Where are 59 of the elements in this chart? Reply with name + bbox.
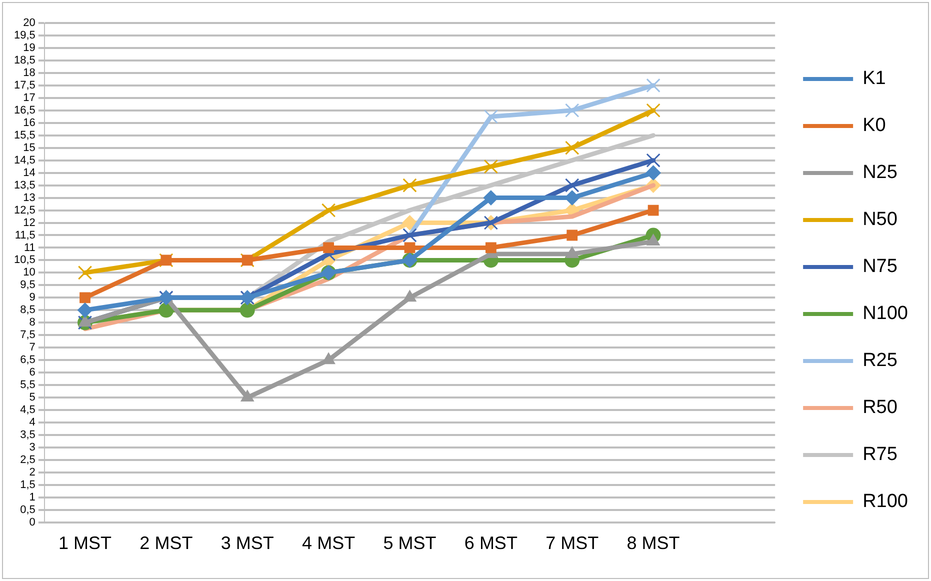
y-tick-label: 10 (23, 266, 36, 279)
x-tick-label: 7 MST (546, 533, 599, 554)
y-tick-label: 4 (29, 416, 36, 429)
x-tick-label: 5 MST (383, 533, 436, 554)
y-tick-label: 14,5 (14, 154, 36, 166)
y-tick-label: 0,5 (20, 504, 36, 516)
y-tick-label: 20 (23, 17, 36, 30)
y-tick-label: 15 (23, 142, 36, 154)
legend-label: N25 (862, 162, 898, 184)
y-tick-label: 17,5 (14, 79, 36, 92)
y-tick-label: 8,5 (20, 304, 36, 316)
y-tick-label: 12 (23, 216, 36, 229)
y-tick-label: 12,5 (14, 204, 36, 216)
y-tick-label: 11,5 (14, 229, 36, 242)
y-tick-label: 17 (23, 92, 36, 104)
y-tick-label: 5 (29, 392, 36, 404)
x-tick-label: 2 MST (140, 533, 193, 554)
legend-label: R100 (862, 491, 908, 512)
y-tick-label: 18,5 (14, 54, 36, 66)
y-tick-label: 16 (23, 116, 36, 129)
y-tick-label: 7,5 (20, 329, 36, 342)
y-tick-label: 0 (29, 516, 36, 528)
legend-label: R25 (862, 350, 898, 372)
y-tick-label: 1 (29, 491, 36, 504)
y-tick-label: 10,5 (14, 254, 36, 266)
y-tick-label: 3 (29, 442, 36, 454)
x-tick-label: 8 MST (626, 533, 680, 554)
y-tick-label: 9,5 (20, 279, 36, 292)
legend-label: N100 (862, 303, 908, 324)
y-tick-label: 19 (23, 42, 36, 54)
x-tick-label: 4 MST (302, 533, 356, 554)
y-tick-label: 18 (23, 66, 36, 79)
legend-label: N75 (862, 256, 898, 278)
y-tick-label: 19,5 (14, 30, 36, 42)
y-tick-label: 13,5 (14, 179, 36, 192)
y-tick-label: 7 (29, 342, 36, 354)
y-tick-label: 13 (23, 192, 36, 204)
y-tick-label: 6 (29, 366, 36, 379)
y-tick-label: 8 (29, 316, 36, 329)
legend-label: K0 (862, 115, 886, 136)
y-tick-label: 1,5 (20, 478, 36, 491)
legend-label: K1 (862, 68, 886, 90)
y-tick-label: 2 (29, 466, 36, 478)
legend-label: N50 (862, 209, 898, 230)
y-tick-label: 4,5 (20, 404, 36, 416)
x-tick-label: 6 MST (464, 533, 518, 554)
y-tick-label: 11 (24, 242, 36, 254)
legend-label: R75 (862, 444, 898, 466)
x-tick-label: 3 MST (220, 533, 274, 554)
y-tick-label: 15,5 (14, 129, 36, 142)
y-tick-label: 9 (29, 292, 36, 304)
y-tick-label: 16,5 (14, 104, 36, 116)
y-tick-label: 14 (23, 166, 36, 179)
y-tick-label: 3,5 (20, 429, 36, 442)
y-tick-label: 5,5 (20, 379, 36, 392)
x-tick-label: 1 MST (58, 533, 112, 554)
y-tick-label: 6,5 (20, 354, 36, 366)
y-tick-label: 2,5 (20, 454, 36, 466)
legend-label: R50 (862, 397, 898, 418)
